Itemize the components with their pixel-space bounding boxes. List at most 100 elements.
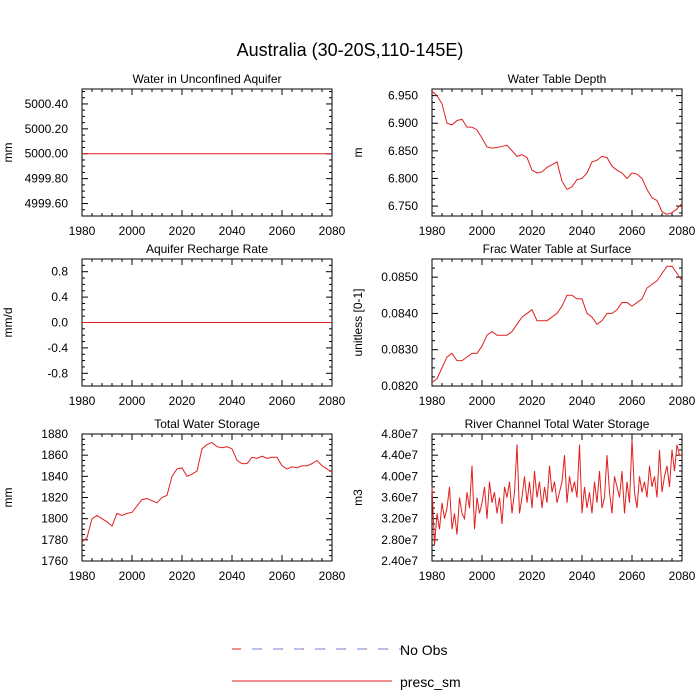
- x-tick-label: 2040: [569, 569, 596, 583]
- x-tick-label: 1980: [419, 224, 446, 238]
- x-tick-label: 2080: [319, 224, 346, 238]
- series-line-presc_sm: [431, 90, 683, 215]
- y-axis-label: unitless [0-1]: [351, 288, 365, 356]
- panel-title: Aquifer Recharge Rate: [146, 242, 268, 256]
- y-tick-label: 4999.60: [25, 197, 69, 211]
- y-tick-label: 1820: [41, 491, 68, 505]
- x-tick-label: 2080: [319, 569, 346, 583]
- x-tick-label: 2000: [469, 224, 496, 238]
- y-axis-label: mm: [1, 143, 15, 163]
- x-tick-label: 2080: [669, 224, 696, 238]
- y-tick-label: 6.950: [388, 89, 418, 103]
- x-tick-label: 2060: [269, 569, 296, 583]
- y-tick-label: 1800: [41, 512, 68, 526]
- panel-title: Water Table Depth: [508, 72, 607, 86]
- x-tick-label: 2020: [169, 569, 196, 583]
- x-tick-label: 2040: [219, 224, 246, 238]
- x-tick-label: 2040: [569, 394, 596, 408]
- panel-5: Total Water Storage mm 1980 2000 2020 2040 206…: [1, 417, 346, 583]
- y-axis-label: m: [351, 148, 365, 158]
- y-tick-label: 1840: [41, 469, 68, 483]
- y-tick-label: 2.80e7: [381, 533, 418, 547]
- legend: No Obs presc_sm: [232, 642, 461, 690]
- x-tick-label: 1980: [69, 569, 96, 583]
- y-axis-label: m3: [351, 489, 365, 506]
- y-tick-label: 4.00e7: [381, 469, 418, 483]
- x-tick-label: 2020: [519, 224, 546, 238]
- x-tick-label: 2060: [269, 394, 296, 408]
- x-tick-label: 2060: [619, 394, 646, 408]
- y-tick-label: 0.0840: [381, 306, 418, 320]
- x-tick-label: 1980: [419, 394, 446, 408]
- x-tick-label: 1980: [69, 394, 96, 408]
- y-tick-label: 1880: [41, 427, 68, 441]
- x-tick-label: 2060: [619, 569, 646, 583]
- y-tick-label: 3.60e7: [381, 491, 418, 505]
- panel-2: Water Table Depth m 1980 2000 2020 2040 2060 20…: [351, 72, 696, 238]
- panels-group: Water in Unconfined Aquifer mm 1980 2000 202…: [1, 72, 696, 583]
- y-tick-label: 6.850: [388, 144, 418, 158]
- panel-3: Aquifer Recharge Rate mm/d 1980 2000 2020 204…: [1, 242, 346, 408]
- plot-frame: [431, 88, 683, 217]
- y-tick-label: 2.40e7: [381, 554, 418, 568]
- x-tick-label: 2000: [119, 394, 146, 408]
- legend-label-presc-sm: presc_sm: [400, 674, 461, 690]
- y-tick-label: 1760: [41, 554, 68, 568]
- y-tick-label: 6.900: [388, 116, 418, 130]
- y-tick-label: 5000.40: [25, 97, 69, 111]
- plot-frame: [431, 433, 683, 562]
- y-tick-label: 6.750: [388, 199, 418, 213]
- y-tick-label: 5000.00: [25, 147, 69, 161]
- y-tick-label: 3.20e7: [381, 512, 418, 526]
- legend-label-no-obs: No Obs: [400, 642, 447, 658]
- series-line-presc_sm: [431, 439, 682, 546]
- plot-frame: [81, 88, 333, 217]
- panel-title: River Channel Total Water Storage: [465, 417, 650, 431]
- x-tick-label: 2000: [119, 569, 146, 583]
- x-tick-label: 2040: [219, 569, 246, 583]
- x-tick-label: 2060: [269, 224, 296, 238]
- x-tick-label: 2040: [219, 394, 246, 408]
- series-line-presc_sm: [431, 265, 683, 383]
- x-tick-label: 1980: [419, 569, 446, 583]
- y-tick-label: 4.40e7: [381, 448, 418, 462]
- y-tick-label: 4999.80: [25, 172, 69, 186]
- x-tick-label: 2020: [519, 394, 546, 408]
- x-tick-label: 1980: [69, 224, 96, 238]
- y-tick-label: 0.4: [51, 290, 68, 304]
- y-tick-label: -0.8: [47, 366, 68, 380]
- y-tick-label: 0.0: [51, 316, 68, 330]
- panel-title: Total Water Storage: [154, 417, 260, 431]
- x-tick-label: 2080: [669, 394, 696, 408]
- plot-frame: [431, 258, 683, 387]
- x-tick-label: 2060: [619, 224, 646, 238]
- panel-4: Frac Water Table at Surface unitless [0-1…: [351, 242, 696, 408]
- figure-title: Australia (30-20S,110-145E): [237, 40, 464, 60]
- y-tick-label: 1860: [41, 448, 68, 462]
- y-tick-label: 0.8: [51, 265, 68, 279]
- y-tick-label: 1780: [41, 533, 68, 547]
- y-axis-label: mm: [1, 488, 15, 508]
- x-tick-label: 2080: [319, 394, 346, 408]
- x-tick-label: 2000: [469, 569, 496, 583]
- x-tick-label: 2000: [119, 224, 146, 238]
- panel-1: Water in Unconfined Aquifer mm 1980 2000 202…: [1, 72, 346, 238]
- y-tick-label: 0.0820: [381, 379, 418, 393]
- plot-frame: [81, 433, 333, 562]
- x-tick-label: 2040: [569, 224, 596, 238]
- y-tick-label: 0.0830: [381, 343, 418, 357]
- y-tick-label: 6.800: [388, 171, 418, 185]
- series-line-presc_sm: [81, 441, 333, 543]
- y-axis-label: mm/d: [1, 308, 15, 338]
- x-tick-label: 2020: [169, 224, 196, 238]
- y-tick-label: -0.4: [47, 341, 68, 355]
- y-tick-label: 4.80e7: [381, 427, 418, 441]
- y-tick-label: 5000.20: [25, 122, 69, 136]
- x-tick-label: 2020: [519, 569, 546, 583]
- x-tick-label: 2020: [169, 394, 196, 408]
- x-tick-label: 2080: [669, 569, 696, 583]
- panel-title: Water in Unconfined Aquifer: [133, 72, 282, 86]
- panel-title: Frac Water Table at Surface: [483, 242, 632, 256]
